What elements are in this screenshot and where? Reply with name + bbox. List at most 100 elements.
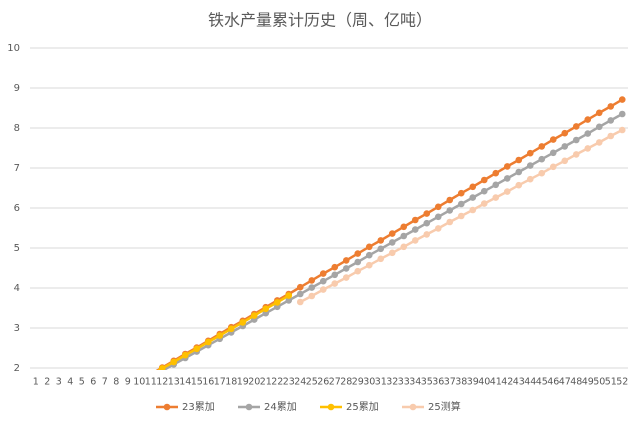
data-point	[538, 143, 546, 150]
data-point	[480, 200, 488, 207]
data-point	[388, 249, 396, 257]
data-point	[572, 123, 580, 130]
data-point	[342, 257, 350, 264]
x-tick-label: 37	[444, 377, 456, 388]
data-point	[113, 394, 120, 401]
x-tick-label: 22	[271, 377, 283, 388]
data-point	[377, 237, 385, 244]
data-point	[377, 245, 385, 253]
data-point	[607, 117, 615, 124]
x-tick-label: 33	[398, 377, 410, 388]
data-point	[90, 406, 97, 413]
data-point	[285, 292, 293, 299]
data-point	[607, 132, 615, 140]
data-point	[124, 387, 131, 394]
data-point	[308, 292, 316, 300]
y-tick-label: 6	[14, 203, 20, 214]
data-point	[354, 258, 362, 266]
data-point	[216, 332, 224, 339]
data-point	[457, 189, 465, 197]
data-point	[342, 265, 350, 272]
x-tick-label: 30	[363, 377, 375, 388]
x-tick-label: 47	[559, 377, 571, 388]
x-tick-label: 31	[375, 377, 387, 388]
data-point	[319, 270, 327, 277]
data-point	[158, 365, 166, 370]
data-point	[319, 277, 327, 285]
legend-marker	[163, 403, 171, 411]
x-tick-label: 18	[225, 377, 237, 388]
x-tick-label: 5	[79, 377, 85, 388]
data-point	[515, 168, 523, 176]
data-point	[618, 126, 626, 134]
data-point	[434, 213, 442, 221]
series-line	[155, 98, 623, 370]
x-tick-label: 9	[125, 377, 131, 388]
data-point	[170, 358, 178, 366]
data-point	[526, 149, 534, 157]
y-tick-label: 8	[14, 123, 20, 134]
legend-label: 24累加	[264, 401, 297, 413]
data-point	[607, 103, 615, 110]
x-tick-label: 2	[44, 377, 50, 388]
data-point	[331, 263, 339, 271]
data-point	[434, 203, 442, 211]
data-point	[262, 305, 270, 313]
x-tick-label: 45	[536, 377, 548, 388]
data-point	[561, 129, 569, 137]
data-point	[584, 116, 592, 123]
series-line	[161, 112, 623, 370]
data-point	[331, 271, 339, 279]
data-point	[400, 223, 408, 231]
x-tick-label: 35	[421, 377, 433, 388]
data-point	[273, 299, 281, 306]
chart-title: 铁水产量累计历史（周、亿吨）	[208, 11, 432, 30]
data-point	[572, 151, 580, 158]
data-point	[549, 163, 557, 171]
data-point	[423, 219, 431, 227]
data-point	[538, 155, 546, 163]
data-point	[618, 96, 626, 103]
data-point	[365, 261, 373, 269]
data-point	[308, 284, 316, 291]
data-point	[515, 181, 523, 189]
data-point	[480, 187, 488, 195]
x-tick-label: 29	[352, 377, 364, 388]
x-tick-label: 41	[490, 377, 502, 388]
data-point	[78, 412, 85, 419]
x-tick-label: 24	[294, 377, 306, 388]
data-point	[526, 175, 534, 183]
x-tick-label: 40	[478, 377, 490, 388]
data-point	[227, 325, 235, 333]
data-point	[469, 183, 477, 191]
x-tick-label: 49	[582, 377, 594, 388]
x-tick-label: 48	[570, 377, 582, 388]
data-point	[595, 139, 603, 146]
x-tick-label: 7	[102, 377, 108, 388]
data-point	[342, 274, 350, 281]
y-tick-label: 10	[7, 43, 20, 54]
data-point	[101, 400, 108, 407]
data-point	[285, 297, 293, 304]
x-tick-label: 25	[306, 377, 318, 388]
data-point	[388, 239, 396, 246]
x-tick-label: 20	[248, 377, 260, 388]
x-tick-label: 39	[467, 377, 479, 388]
legend-label: 25累加	[346, 401, 379, 413]
data-point	[296, 298, 304, 306]
x-tick-label: 44	[524, 377, 536, 388]
y-tick-label: 5	[14, 243, 20, 254]
data-point	[113, 392, 120, 399]
data-point	[561, 143, 569, 150]
x-tick-label: 23	[283, 377, 295, 388]
data-point	[365, 243, 373, 251]
x-tick-label: 34	[409, 377, 421, 388]
x-tick-label: 13	[168, 377, 180, 388]
data-point	[446, 207, 454, 214]
y-tick-label: 4	[14, 283, 20, 294]
data-point	[239, 319, 247, 326]
y-tick-label: 3	[14, 323, 20, 334]
data-point	[400, 232, 408, 240]
x-tick-label: 16	[202, 377, 214, 388]
data-point	[526, 162, 534, 169]
